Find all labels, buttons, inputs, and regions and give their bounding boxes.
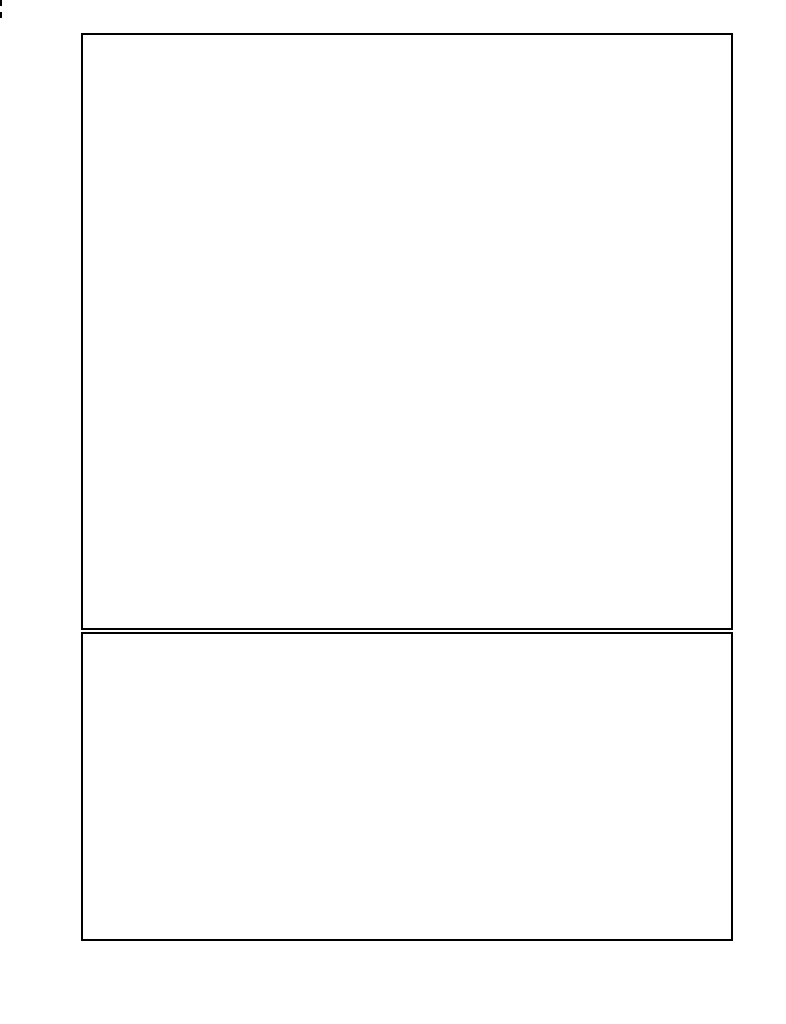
- y-axis-title: [0, 0, 70, 290]
- y-axis-frac-bar-2: [0, 0, 2, 6]
- y-axis-frac-bar-1: [0, 12, 2, 18]
- ratio-data-svg: [83, 634, 731, 939]
- main-plot-panel: [81, 33, 733, 630]
- ratio-plot-panel: [81, 632, 733, 941]
- main-data-svg: [83, 35, 731, 628]
